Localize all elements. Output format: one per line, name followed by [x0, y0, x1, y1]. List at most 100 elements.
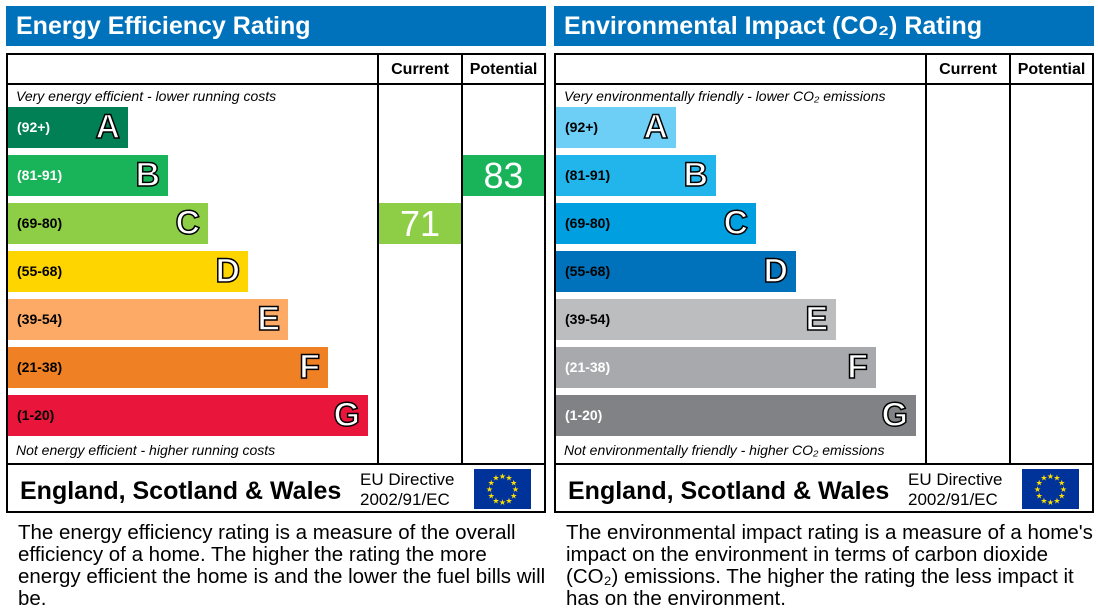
column-divider — [461, 55, 463, 465]
band-f: (21-38) F — [556, 347, 876, 388]
panel-title: Environmental Impact (CO₂) Rating — [554, 6, 1094, 46]
svg-text:★: ★ — [1058, 479, 1065, 488]
band-letter: F — [298, 347, 320, 387]
svg-text:★: ★ — [1034, 485, 1041, 494]
directive-line-1: EU Directive — [360, 470, 455, 489]
svg-text:★: ★ — [1036, 492, 1043, 501]
panel-description: The energy efficiency rating is a measur… — [18, 521, 546, 610]
svg-text:★: ★ — [510, 479, 517, 488]
header-divider — [556, 83, 1092, 85]
rating-table: Current Potential Very energy efficient - … — [6, 53, 546, 513]
band-e: (39-54) E — [8, 299, 288, 340]
column-divider — [1009, 55, 1011, 465]
svg-text:★: ★ — [1040, 474, 1047, 483]
svg-text:★: ★ — [1047, 498, 1054, 507]
top-note: Very environmentally friendly - lower CO… — [564, 88, 886, 104]
current-column-header: Current — [939, 61, 997, 78]
svg-text:★: ★ — [512, 485, 519, 494]
band-range: (1-20) — [17, 407, 55, 423]
column-divider — [377, 55, 379, 465]
svg-text:★: ★ — [492, 496, 499, 505]
svg-text:★: ★ — [1047, 472, 1054, 481]
band-g: (1-20) G — [8, 395, 368, 436]
band-a: (92+) A — [8, 107, 128, 148]
band-letter: E — [805, 299, 829, 339]
band-letter: C — [175, 203, 201, 243]
svg-text:★: ★ — [488, 492, 495, 501]
band-range: (69-80) — [17, 215, 63, 231]
band-range: (21-38) — [565, 359, 611, 375]
potential-column-header: Potential — [469, 61, 538, 78]
band-range: (69-80) — [565, 215, 611, 231]
band-f: (21-38) F — [8, 347, 328, 388]
svg-text:★: ★ — [1058, 492, 1065, 501]
bottom-note: Not energy efficient - higher running co… — [16, 442, 276, 458]
band-letter: G — [881, 395, 909, 435]
current-column-header: Current — [391, 61, 449, 78]
svg-text:★: ★ — [1053, 496, 1060, 505]
band-letter: G — [333, 395, 361, 435]
band-letter: D — [215, 251, 241, 291]
svg-text:★: ★ — [505, 496, 512, 505]
environmental-panel: Environmental Impact (CO₂) Rating Current… — [554, 0, 1094, 613]
band-letter: D — [763, 251, 789, 291]
energy-panel: Energy Efficiency Rating Current Potential… — [6, 0, 546, 613]
band-b: (81-91) B — [556, 155, 716, 196]
band-letter: A — [643, 107, 669, 147]
svg-text:★: ★ — [505, 474, 512, 483]
band-a: (92+) A — [556, 107, 676, 148]
svg-text:★: ★ — [1060, 485, 1067, 494]
band-range: (21-38) — [17, 359, 63, 375]
eu-directive: EU Directive 2002/91/EC — [908, 470, 1002, 510]
band-letter: C — [723, 203, 749, 243]
band-range: (92+) — [565, 119, 599, 135]
band-c: (69-80) C — [8, 203, 208, 244]
band-range: (1-20) — [565, 407, 603, 423]
svg-text:★: ★ — [486, 485, 493, 494]
band-b: (81-91) B — [8, 155, 168, 196]
eu-directive: EU Directive 2002/91/EC — [360, 470, 454, 510]
rating-table: Current Potential Very environmentally fri… — [554, 53, 1094, 513]
svg-text:★: ★ — [510, 492, 517, 501]
svg-text:★: ★ — [1036, 479, 1043, 488]
band-range: (55-68) — [565, 263, 611, 279]
band-letter: B — [683, 155, 709, 195]
potential-rating: 83 — [463, 155, 544, 196]
svg-text:★: ★ — [499, 498, 506, 507]
svg-text:★: ★ — [1040, 496, 1047, 505]
band-g: (1-20) G — [556, 395, 916, 436]
bottom-note: Not environmentally friendly - higher CO… — [564, 442, 885, 458]
potential-column-header: Potential — [1017, 61, 1086, 78]
footer-divider — [8, 463, 544, 465]
band-range: (81-91) — [17, 167, 63, 183]
panel-title: Energy Efficiency Rating — [6, 6, 546, 46]
directive-line-2: 2002/91/EC — [360, 490, 450, 509]
footer-divider — [556, 463, 1092, 465]
band-letter: E — [257, 299, 281, 339]
top-note: Very energy efficient - lower running co… — [16, 88, 277, 104]
current-rating: 71 — [379, 203, 461, 244]
band-c: (69-80) C — [556, 203, 756, 244]
column-divider — [925, 55, 927, 465]
band-range: (92+) — [17, 119, 51, 135]
svg-text:★: ★ — [492, 474, 499, 483]
directive-line-2: 2002/91/EC — [908, 490, 998, 509]
band-range: (55-68) — [17, 263, 63, 279]
svg-text:★: ★ — [499, 472, 506, 481]
band-range: (81-91) — [565, 167, 611, 183]
region-label: England, Scotland & Wales — [568, 477, 890, 505]
band-d: (55-68) D — [556, 251, 796, 292]
band-range: (39-54) — [565, 311, 611, 327]
region-label: England, Scotland & Wales — [20, 477, 342, 505]
band-letter: B — [135, 155, 161, 195]
panel-description: The environmental impact rating is a mea… — [566, 521, 1093, 610]
band-letter: F — [846, 347, 868, 387]
svg-text:★: ★ — [1053, 474, 1060, 483]
eu-flag-icon: ★ ★ ★ ★ ★ ★ ★ ★ ★ ★ ★ ★ — [474, 469, 531, 509]
band-d: (55-68) D — [8, 251, 248, 292]
svg-text:★: ★ — [488, 479, 495, 488]
directive-line-1: EU Directive — [908, 470, 1003, 489]
header-divider — [8, 83, 544, 85]
eu-flag-icon: ★ ★ ★ ★ ★ ★ ★ ★ ★ ★ ★ ★ — [1022, 469, 1079, 509]
band-letter: A — [95, 107, 121, 147]
